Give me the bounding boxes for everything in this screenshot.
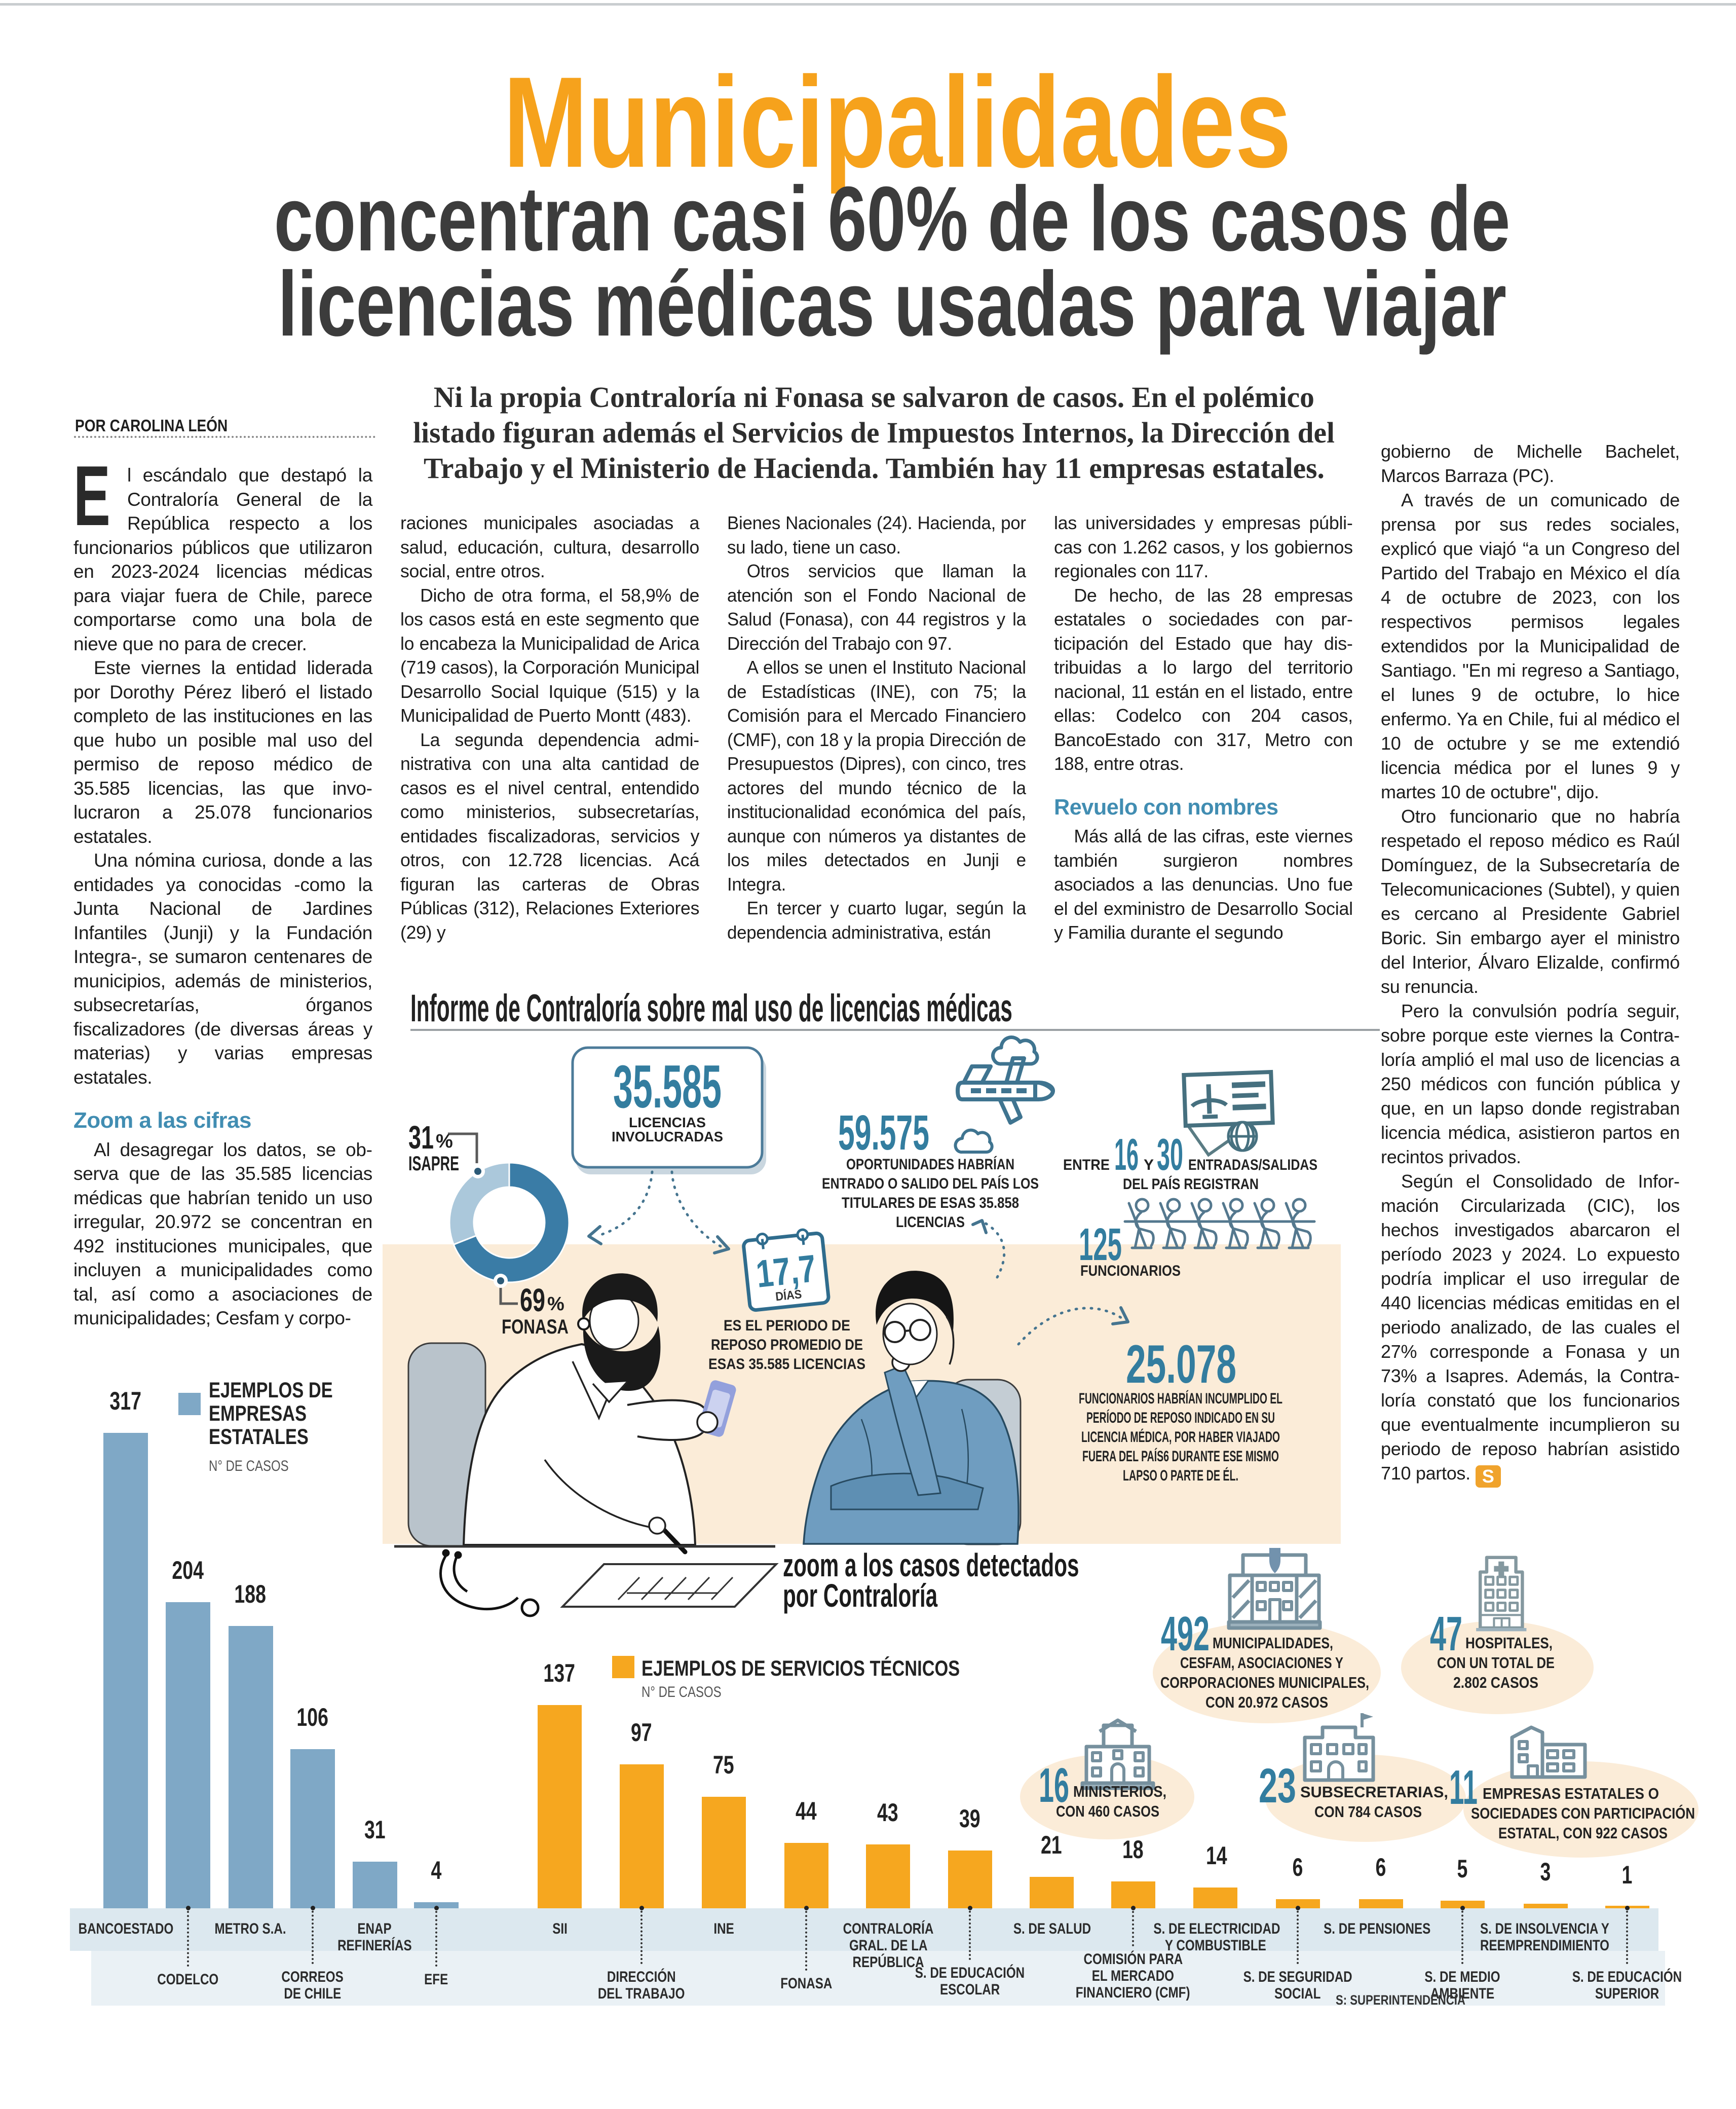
svg-text:ENTRADO O SALIDO DEL PAÍS LOS: ENTRADO O SALIDO DEL PAÍS LOS <box>822 1175 1039 1192</box>
svg-text:INVOLUCRADAS: INVOLUCRADAS <box>612 1129 723 1144</box>
svg-text:ESTATAL, CON 922 CASOS: ESTATAL, CON 922 CASOS <box>1498 1824 1668 1842</box>
svg-text:ISAPRE: ISAPRE <box>408 1153 459 1175</box>
svg-text:23: 23 <box>1259 1759 1296 1813</box>
svg-text:47: 47 <box>1430 1607 1462 1661</box>
svg-text:31: 31 <box>408 1119 434 1156</box>
svg-text:35.585: 35.585 <box>613 1053 722 1121</box>
svg-text:%: % <box>436 1131 453 1152</box>
svg-text:LICENCIAS: LICENCIAS <box>629 1115 706 1130</box>
svg-text:CORPORACIONES MUNICIPALES,: CORPORACIONES MUNICIPALES, <box>1160 1674 1369 1691</box>
svg-text:FUNCIONARIOS HABRÍAN INCUMPLID: FUNCIONARIOS HABRÍAN INCUMPLIDO EL <box>1079 1390 1282 1407</box>
svg-text:16: 16 <box>1039 1758 1069 1812</box>
svg-text:11: 11 <box>1449 1760 1478 1815</box>
svg-text:ENTRE: ENTRE <box>1063 1157 1110 1173</box>
svg-text:2.802 CASOS: 2.802 CASOS <box>1453 1674 1538 1691</box>
svg-text:16: 16 <box>1114 1129 1139 1179</box>
svg-text:PERÍODO DE REPOSO INDICADO EN: PERÍODO DE REPOSO INDICADO EN SU <box>1086 1409 1275 1426</box>
svg-text:DÍAS: DÍAS <box>775 1287 803 1304</box>
svg-text:LAPSO O PARTE DE ÉL.: LAPSO O PARTE DE ÉL. <box>1123 1467 1238 1484</box>
svg-text:SUBSECRETARIAS,: SUBSECRETARIAS, <box>1300 1783 1448 1801</box>
svg-text:EMPRESAS ESTATALES O: EMPRESAS ESTATALES O <box>1483 1785 1659 1802</box>
svg-text:CON 460 CASOS: CON 460 CASOS <box>1056 1802 1159 1820</box>
svg-text:CON 20.972 CASOS: CON 20.972 CASOS <box>1205 1693 1328 1711</box>
svg-text:ESAS 35.585 LICENCIAS: ESAS 35.585 LICENCIAS <box>708 1356 865 1373</box>
svg-text:CON 784 CASOS: CON 784 CASOS <box>1314 1803 1422 1821</box>
svg-text:REPOSO PROMEDIO DE: REPOSO PROMEDIO DE <box>711 1337 863 1353</box>
svg-text:DEL PAÍS REGISTRAN: DEL PAÍS REGISTRAN <box>1123 1175 1259 1193</box>
svg-text:25.078: 25.078 <box>1126 1334 1236 1394</box>
svg-text:HOSPITALES,: HOSPITALES, <box>1465 1634 1553 1652</box>
svg-text:ES EL PERIODO DE: ES EL PERIODO DE <box>724 1317 850 1334</box>
svg-text:SOCIEDADES CON PARTICIPACIÓN: SOCIEDADES CON PARTICIPACIÓN <box>1471 1804 1695 1822</box>
svg-text:LICENCIAS: LICENCIAS <box>896 1214 965 1231</box>
svg-text:17,7: 17,7 <box>754 1247 818 1296</box>
svg-text:59.575: 59.575 <box>838 1105 929 1160</box>
svg-text:FUERA DEL PAÍS6 DURANTE ESE MI: FUERA DEL PAÍS6 DURANTE ESE MISMO <box>1082 1448 1279 1465</box>
svg-text:FUNCIONARIOS: FUNCIONARIOS <box>1080 1263 1181 1279</box>
svg-text:TITULARES DE ESAS 35.858: TITULARES DE ESAS 35.858 <box>842 1195 1019 1211</box>
svg-text:CESFAM, ASOCIACIONES Y: CESFAM, ASOCIACIONES Y <box>1180 1654 1343 1672</box>
svg-text:125: 125 <box>1079 1219 1122 1270</box>
svg-text:Y: Y <box>1144 1157 1154 1173</box>
svg-text:MINISTERIOS,: MINISTERIOS, <box>1073 1783 1166 1800</box>
svg-text:492: 492 <box>1161 1607 1210 1661</box>
svg-text:MUNICIPALIDADES,: MUNICIPALIDADES, <box>1213 1634 1333 1652</box>
svg-text:69: 69 <box>520 1282 545 1318</box>
svg-text:CON UN TOTAL DE: CON UN TOTAL DE <box>1437 1654 1555 1672</box>
svg-text:%: % <box>547 1293 564 1315</box>
svg-text:ENTRADAS/SALIDAS: ENTRADAS/SALIDAS <box>1188 1157 1317 1173</box>
svg-text:FONASA: FONASA <box>502 1316 569 1338</box>
svg-text:30: 30 <box>1157 1129 1183 1179</box>
svg-text:OPORTUNIDADES HABRÍAN: OPORTUNIDADES HABRÍAN <box>846 1156 1014 1173</box>
svg-text:LICENCIA MÉDICA, POR HABER VIA: LICENCIA MÉDICA, POR HABER VIAJADO <box>1081 1428 1280 1446</box>
